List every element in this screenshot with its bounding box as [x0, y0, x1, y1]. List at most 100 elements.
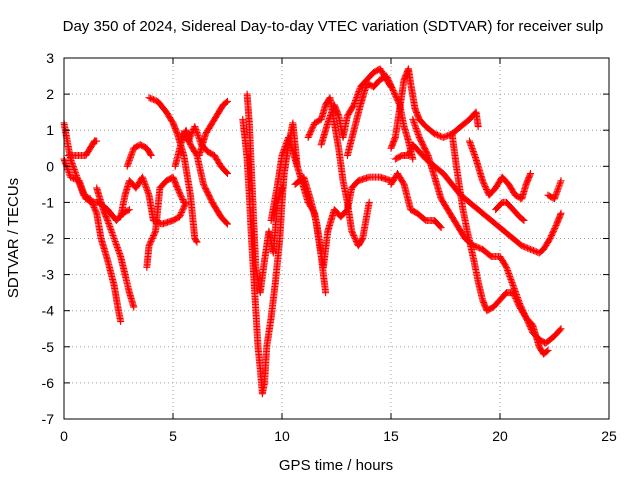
data-point-marker [147, 237, 155, 245]
data-point-marker [224, 220, 231, 228]
data-point-marker [514, 300, 522, 308]
data-point-marker [350, 233, 358, 241]
series-track-s [387, 65, 482, 152]
data-point-marker [130, 303, 138, 311]
data-point-marker [527, 170, 535, 178]
data-point-marker [546, 235, 554, 242]
data-point-marker [174, 185, 182, 193]
data-point-marker [548, 230, 556, 238]
chart-title: Day 350 of 2024, Sidereal Day-to-day VTE… [63, 18, 604, 35]
data-point-marker [437, 224, 445, 232]
data-point-marker [441, 133, 449, 141]
data-point-marker [124, 206, 132, 214]
data-point-marker [149, 233, 157, 241]
data-point-marker [148, 235, 156, 242]
data-point-marker [305, 131, 313, 139]
data-point-marker [473, 243, 481, 251]
data-point-marker [150, 230, 158, 238]
data-point-marker [222, 98, 230, 106]
x-tick-label: 15 [383, 428, 399, 444]
y-tick-label: -2 [42, 231, 55, 247]
data-point-marker [179, 196, 187, 204]
x-tick-label: 5 [169, 428, 177, 444]
y-tick-label: 1 [46, 122, 54, 138]
data-point-marker [223, 168, 231, 176]
data-point-marker [150, 232, 158, 240]
data-point-marker [476, 244, 484, 252]
data-point-marker [481, 181, 489, 189]
data-point-marker [69, 174, 77, 182]
data-point-marker [521, 243, 529, 251]
series-track-u [387, 170, 445, 232]
data-point-marker [387, 81, 395, 89]
x-tick-label: 20 [492, 428, 508, 444]
series-track-x [465, 137, 535, 203]
data-point-marker [180, 198, 188, 206]
data-point-marker [151, 229, 159, 237]
data-point-marker [434, 131, 442, 139]
data-point-marker [519, 242, 527, 250]
data-point-marker [439, 133, 447, 141]
series-track-i [171, 126, 231, 228]
data-point-marker [223, 219, 231, 227]
data-point-marker [479, 177, 487, 185]
data-point-marker [551, 223, 559, 231]
data-point-marker [188, 130, 196, 138]
y-tick-label: 3 [46, 50, 54, 66]
data-point-marker [525, 245, 533, 253]
data-point-marker [178, 207, 186, 215]
series-track-a [60, 119, 125, 326]
y-tick-label: -6 [42, 375, 55, 391]
data-point-marker [409, 155, 417, 163]
data-point-marker [388, 84, 396, 92]
y-tick-label: -5 [42, 339, 55, 355]
x-tick-label: 10 [274, 428, 290, 444]
data-point-marker [531, 247, 539, 255]
data-point-marker [510, 290, 518, 298]
data-point-marker [309, 123, 317, 131]
data-point-marker [390, 89, 398, 97]
data-point-marker [435, 132, 443, 140]
data-point-marker [386, 79, 394, 87]
data-point-marker [479, 178, 487, 186]
data-point-marker [178, 209, 186, 217]
series-track-e [117, 173, 190, 228]
data-point-marker [385, 76, 393, 84]
data-point-marker [91, 206, 99, 214]
data-point-marker [177, 191, 185, 199]
data-point-marker [67, 173, 75, 181]
data-point-marker [549, 227, 557, 235]
data-point-marker [192, 237, 200, 245]
data-point-marker [389, 85, 397, 93]
series-track-m [243, 90, 286, 297]
x-axis-label: GPS time / hours [279, 457, 393, 474]
series-track-g [143, 173, 188, 271]
data-point-marker [432, 130, 440, 138]
data-point-marker [557, 209, 565, 217]
data-point-marker [125, 206, 133, 214]
data-point-marker [391, 91, 399, 99]
data-point-marker [71, 175, 79, 183]
data-point-marker [348, 227, 356, 235]
data-point-marker [309, 122, 317, 130]
y-tick-label: 2 [46, 86, 54, 102]
data-point-marker [519, 216, 527, 224]
series-track-y [492, 198, 528, 224]
data-point-marker [186, 133, 194, 141]
series-track-c [64, 137, 101, 159]
data-point-marker [348, 229, 356, 237]
series-track-z [544, 177, 565, 203]
data-point-marker [557, 177, 565, 185]
data-marks [60, 65, 565, 398]
data-point-marker [148, 95, 156, 103]
data-point-marker [151, 96, 159, 104]
data-point-marker [474, 244, 482, 252]
data-point-marker [117, 318, 125, 326]
data-point-marker [383, 73, 391, 81]
data-point-marker [513, 297, 521, 305]
data-point-marker [350, 232, 358, 240]
data-point-marker [145, 242, 153, 250]
series-track-w [448, 130, 552, 358]
